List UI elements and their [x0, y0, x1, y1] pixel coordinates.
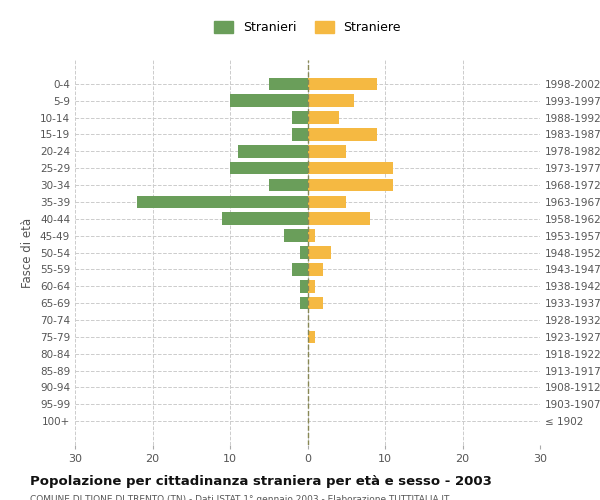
Bar	[292, 111, 308, 124]
Bar	[292, 128, 308, 141]
Bar	[292, 263, 308, 276]
Bar	[284, 230, 308, 242]
Bar	[230, 94, 308, 107]
Bar	[308, 128, 377, 141]
Bar	[308, 178, 393, 192]
Bar	[137, 196, 308, 208]
Bar	[308, 94, 354, 107]
Bar	[300, 246, 308, 259]
Bar	[308, 297, 323, 310]
Bar	[308, 78, 377, 90]
Bar	[308, 280, 315, 292]
Bar	[308, 246, 331, 259]
Bar	[308, 230, 315, 242]
Bar	[238, 145, 308, 158]
Y-axis label: Fasce di età: Fasce di età	[22, 218, 34, 288]
Bar	[308, 162, 393, 174]
Bar	[308, 263, 323, 276]
Text: Popolazione per cittadinanza straniera per età e sesso - 2003: Popolazione per cittadinanza straniera p…	[30, 475, 492, 488]
Bar	[300, 280, 308, 292]
Bar	[269, 78, 308, 90]
Bar	[308, 212, 370, 225]
Bar	[308, 196, 346, 208]
Bar	[230, 162, 308, 174]
Bar	[308, 330, 315, 343]
Bar	[222, 212, 308, 225]
Bar	[300, 297, 308, 310]
Bar	[308, 111, 338, 124]
Bar	[269, 178, 308, 192]
Legend: Stranieri, Straniere: Stranieri, Straniere	[209, 16, 406, 39]
Text: COMUNE DI TIONE DI TRENTO (TN) - Dati ISTAT 1° gennaio 2003 - Elaborazione TUTTI: COMUNE DI TIONE DI TRENTO (TN) - Dati IS…	[30, 495, 449, 500]
Bar	[308, 145, 346, 158]
